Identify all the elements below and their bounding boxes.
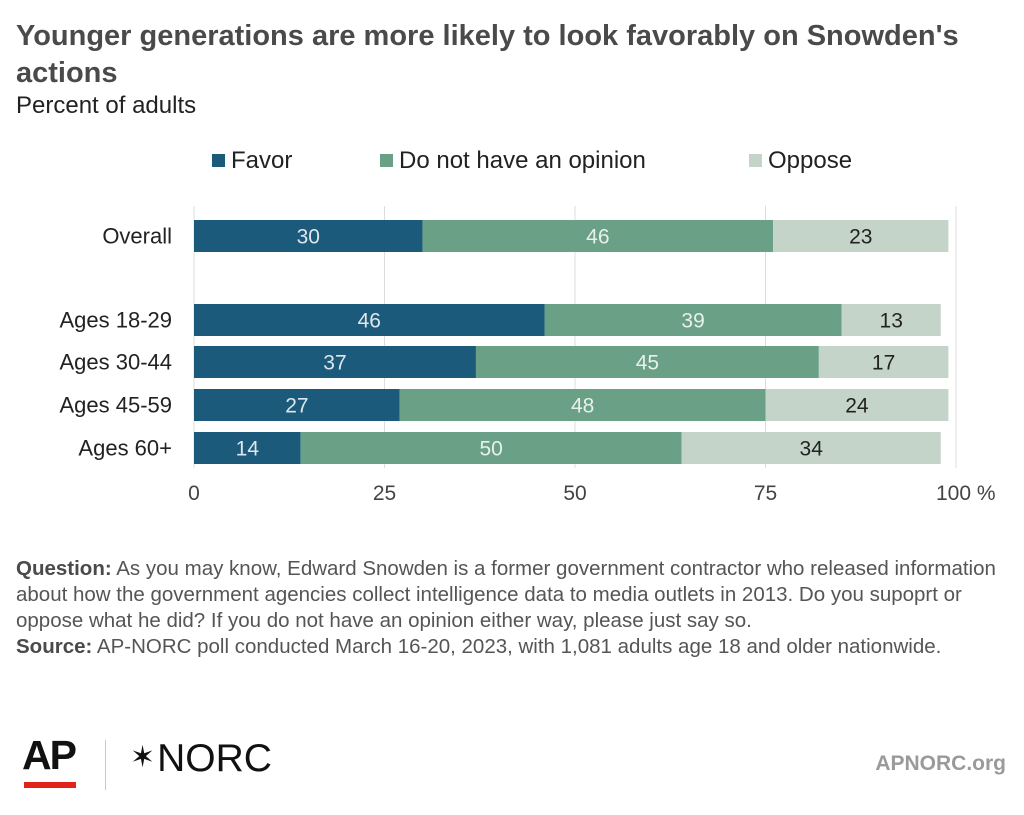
bar-ages-18-29-oppose [841,304,941,336]
data-label-ages-18-29-favor: 46 [358,310,381,333]
bar-ages-45-59-do-not-have-an-opinion [399,389,766,421]
source-text: AP-NORC poll conducted March 16-20, 2023… [96,635,942,658]
ap-logo-underline [24,782,76,788]
legend-item-oppose: Oppose [749,148,852,174]
category-label-ages-60: Ages 60+ [78,436,172,461]
chart-title: Younger generations are more likely to l… [16,20,959,89]
bar-ages-30-44-oppose [818,346,949,378]
bar-ages-30-44-favor [194,346,476,378]
data-label-ages-45-59-favor: 27 [285,395,308,418]
data-label-overall-favor: 30 [297,226,320,249]
data-label-ages-45-59-oppose: 24 [845,395,869,418]
source-label: Source: [16,635,93,658]
norc-logo-text: NORC [157,737,272,780]
x-tick-label-0: 0 [188,482,200,505]
chart-subtitle: Percent of adults [16,92,197,119]
category-label-ages-30-44: Ages 30-44 [59,350,172,375]
question-note: Question: As you may know, Edward Snowde… [16,556,1006,634]
norc-logo: ✶NORC [130,737,272,780]
x-tick-label-4: 100 % [936,482,996,505]
bar-overall-favor [194,220,423,252]
legend-item-no-opinion: Do not have an opinion [380,148,646,174]
category-label-ages-18-29: Ages 18-29 [59,308,172,333]
data-label-ages-30-44-do-not-have-an-opinion: 45 [636,352,659,375]
legend-label-oppose: Oppose [768,147,853,174]
question-label: Question: [16,557,112,580]
data-label-overall-do-not-have-an-opinion: 46 [586,226,609,249]
category-label-ages-45-59: Ages 45-59 [59,393,172,418]
bar-ages-60-oppose [681,432,941,464]
bar-overall-oppose [773,220,949,252]
bar-ages-30-44-do-not-have-an-opinion [475,346,819,378]
legend-swatch-no-opinion [380,154,393,167]
question-text: As you may know, Edward Snowden is a for… [16,557,996,632]
legend-item-favor: Favor [212,148,292,174]
bar-overall-do-not-have-an-opinion [422,220,774,252]
legend-label-no-opinion: Do not have an opinion [399,147,646,174]
bar-ages-60-do-not-have-an-opinion [300,432,682,464]
data-label-ages-30-44-oppose: 17 [872,352,895,375]
bar-ages-18-29-do-not-have-an-opinion [544,304,842,336]
x-tick-label-1: 25 [373,482,396,505]
bar-ages-18-29-favor [194,304,545,336]
legend-swatch-oppose [749,154,762,167]
chart-notes: Question: As you may know, Edward Snowde… [16,556,1006,660]
data-label-overall-oppose: 23 [849,226,872,249]
data-label-ages-60-favor: 14 [236,438,260,461]
norc-star-icon: ✶ [130,741,156,774]
site-link[interactable]: APNORC.org [875,752,1006,775]
data-label-ages-45-59-do-not-have-an-opinion: 48 [571,395,594,418]
legend-label-favor: Favor [231,147,293,174]
bar-ages-45-59-favor [194,389,400,421]
data-label-ages-60-oppose: 34 [800,438,824,461]
category-label-overall: Overall [102,224,172,249]
bar-ages-60-favor [194,432,301,464]
ap-logo: AP [22,732,77,778]
data-label-ages-18-29-do-not-have-an-opinion: 39 [681,310,704,333]
bar-ages-45-59-oppose [765,389,949,421]
source-note: Source: AP-NORC poll conducted March 16-… [16,634,1006,660]
x-tick-label-3: 75 [754,482,777,505]
stacked-bar-chart: Overall 30 46 23 Ages 18-29 46 39 13 Ages 30-44 3… [59,206,996,505]
logo-divider [105,740,106,790]
data-label-ages-60-do-not-have-an-opinion: 50 [480,438,503,461]
legend-swatch-favor [212,154,225,167]
data-label-ages-18-29-oppose: 13 [880,310,903,333]
x-tick-label-2: 50 [563,482,586,505]
data-label-ages-30-44-favor: 37 [323,352,346,375]
